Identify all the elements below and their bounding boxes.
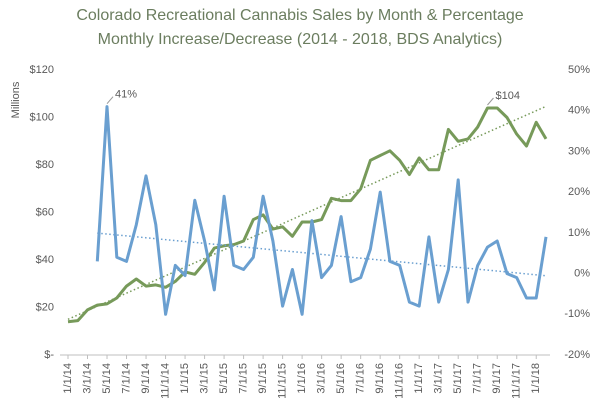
x-tick-label: 3/1/17 <box>433 363 445 394</box>
x-tick-label: 11/1/14 <box>159 363 171 399</box>
x-tick-label: 1/1/15 <box>179 363 191 394</box>
y-tick-label: $120 <box>30 64 54 76</box>
y2-tick-label: 10% <box>568 227 590 239</box>
label-leader <box>487 97 494 106</box>
data-label: 41% <box>115 89 137 101</box>
x-tick-label: 1/1/14 <box>62 363 74 394</box>
x-tick-label: 1/1/16 <box>296 363 308 394</box>
y-tick-label: $- <box>44 349 54 361</box>
chart-subtitle: Monthly Increase/Decrease (2014 - 2018, … <box>98 31 503 48</box>
y2-tick-label: 0% <box>574 267 590 279</box>
series-line <box>95 105 548 316</box>
data-label: $104 <box>495 90 519 102</box>
x-tick-label: 9/1/16 <box>374 363 386 394</box>
x-tick-label: 3/1/15 <box>198 363 210 394</box>
x-tick-label: 3/1/14 <box>81 363 93 394</box>
y-tick-label: $20 <box>36 301 54 313</box>
x-tick-label: 5/1/16 <box>335 363 347 394</box>
x-tick-label: 7/1/14 <box>120 363 132 394</box>
x-tick-label: 11/1/15 <box>277 363 289 399</box>
x-tick-label: 7/1/15 <box>237 363 249 394</box>
trendline <box>97 232 547 277</box>
y-tick-label: $40 <box>36 254 54 266</box>
y-tick-label: $60 <box>36 206 54 218</box>
y-axis-label: Millions <box>10 81 22 118</box>
x-tick-label: 1/1/17 <box>413 363 425 394</box>
y-tick-label: $80 <box>36 159 54 171</box>
series-line <box>67 106 548 324</box>
x-tick-label: 5/1/15 <box>218 363 230 394</box>
trendline <box>67 105 547 320</box>
y2-tick-label: 20% <box>568 186 590 198</box>
x-tick-label: 11/1/17 <box>511 363 523 399</box>
x-tick-label: 7/1/17 <box>472 363 484 394</box>
x-tick-label: 9/1/14 <box>140 363 152 394</box>
x-tick-label: 5/1/14 <box>101 363 113 394</box>
x-tick-label: 11/1/16 <box>394 363 406 399</box>
x-tick-label: 9/1/15 <box>257 363 269 394</box>
x-tick-label: 1/1/18 <box>530 363 542 394</box>
y2-tick-label: 30% <box>568 145 590 157</box>
x-tick-label: 5/1/17 <box>452 363 464 394</box>
y2-tick-label: -10% <box>564 308 590 320</box>
y2-tick-label: -20% <box>564 349 590 361</box>
x-tick-label: 3/1/16 <box>316 363 328 394</box>
y2-tick-label: 40% <box>568 105 590 117</box>
x-tick-label: 7/1/16 <box>355 363 367 394</box>
y-tick-label: $100 <box>30 111 54 123</box>
x-tick-label: 9/1/17 <box>491 363 503 394</box>
chart-title: Colorado Recreational Cannabis Sales by … <box>76 7 523 24</box>
y2-tick-label: 50% <box>568 64 590 76</box>
label-leader <box>106 96 114 104</box>
